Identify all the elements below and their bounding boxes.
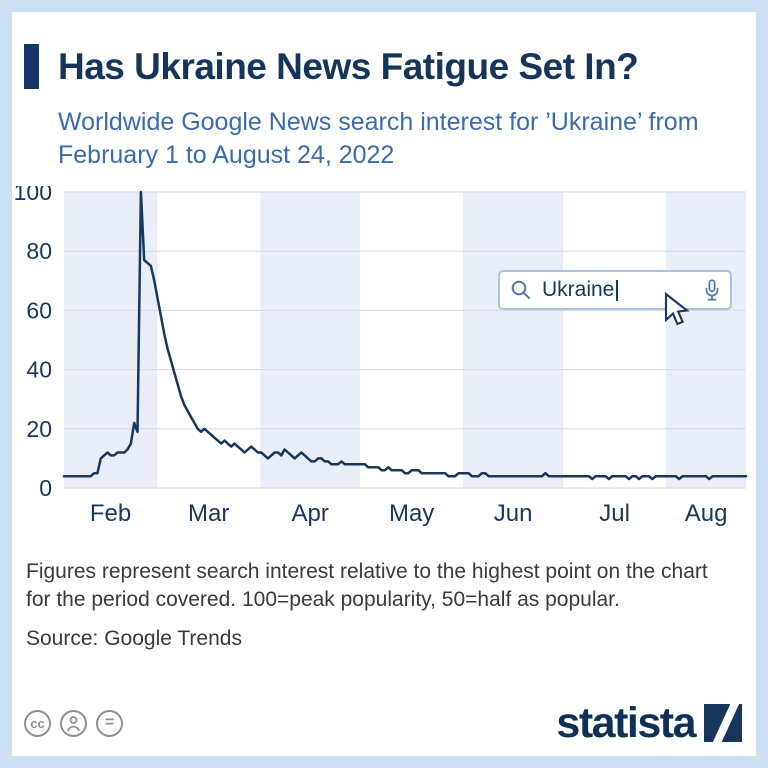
bottom-bar: cc = statista	[24, 699, 742, 748]
search-input[interactable]: Ukraine	[542, 278, 615, 302]
month-band	[260, 192, 361, 489]
x-tick-label: Jun	[494, 500, 533, 527]
text-caret	[616, 279, 619, 301]
mouse-pointer-icon	[663, 291, 691, 333]
y-tick-label: 20	[26, 416, 52, 442]
y-tick-label: 0	[39, 475, 52, 501]
x-tick-label: Apr	[292, 500, 329, 527]
trend-line	[62, 190, 748, 481]
month-band	[666, 192, 746, 489]
source-line: Source: Google Trends	[26, 626, 242, 650]
search-box[interactable]: Ukraine	[498, 270, 732, 311]
cc-icon[interactable]: cc	[24, 709, 51, 737]
chart-area: Feb Mar Apr May Jun Jul Aug 0 20 40 60 80 100 Ukrain…	[12, 186, 756, 538]
statista-logo-mark	[704, 704, 742, 742]
search-icon	[510, 279, 532, 301]
y-tick-label: 80	[26, 238, 52, 264]
page-subtitle: Worldwide Google News search interest fo…	[58, 108, 699, 170]
x-tick-label: May	[389, 500, 434, 527]
month-band	[64, 192, 158, 489]
y-tick-label: 60	[26, 298, 52, 324]
x-tick-label: Aug	[685, 500, 728, 527]
trend-chart-svg: Feb Mar Apr May Jun Jul Aug 0 20 40 60 80 100	[14, 186, 748, 527]
license-icons: cc =	[24, 709, 123, 737]
y-tick-label: 40	[26, 357, 52, 383]
statista-logo-text: statista	[556, 699, 696, 748]
page-title: Has Ukraine News Fatigue Set In?	[58, 46, 639, 87]
attribution-person-icon[interactable]	[60, 709, 87, 737]
footnote: Figures represent search interest relati…	[26, 560, 708, 612]
header: Has Ukraine News Fatigue Set In?	[24, 44, 738, 90]
x-tick-label: Feb	[90, 500, 131, 527]
y-tick-label: 100	[14, 186, 52, 205]
microphone-icon[interactable]	[704, 278, 720, 302]
month-band	[463, 192, 564, 489]
x-tick-label: Mar	[188, 500, 229, 527]
x-tick-label: Jul	[599, 500, 630, 527]
equals-icon[interactable]: =	[96, 709, 123, 737]
title-accent-bar	[24, 44, 39, 90]
statista-logo[interactable]: statista	[556, 699, 742, 748]
